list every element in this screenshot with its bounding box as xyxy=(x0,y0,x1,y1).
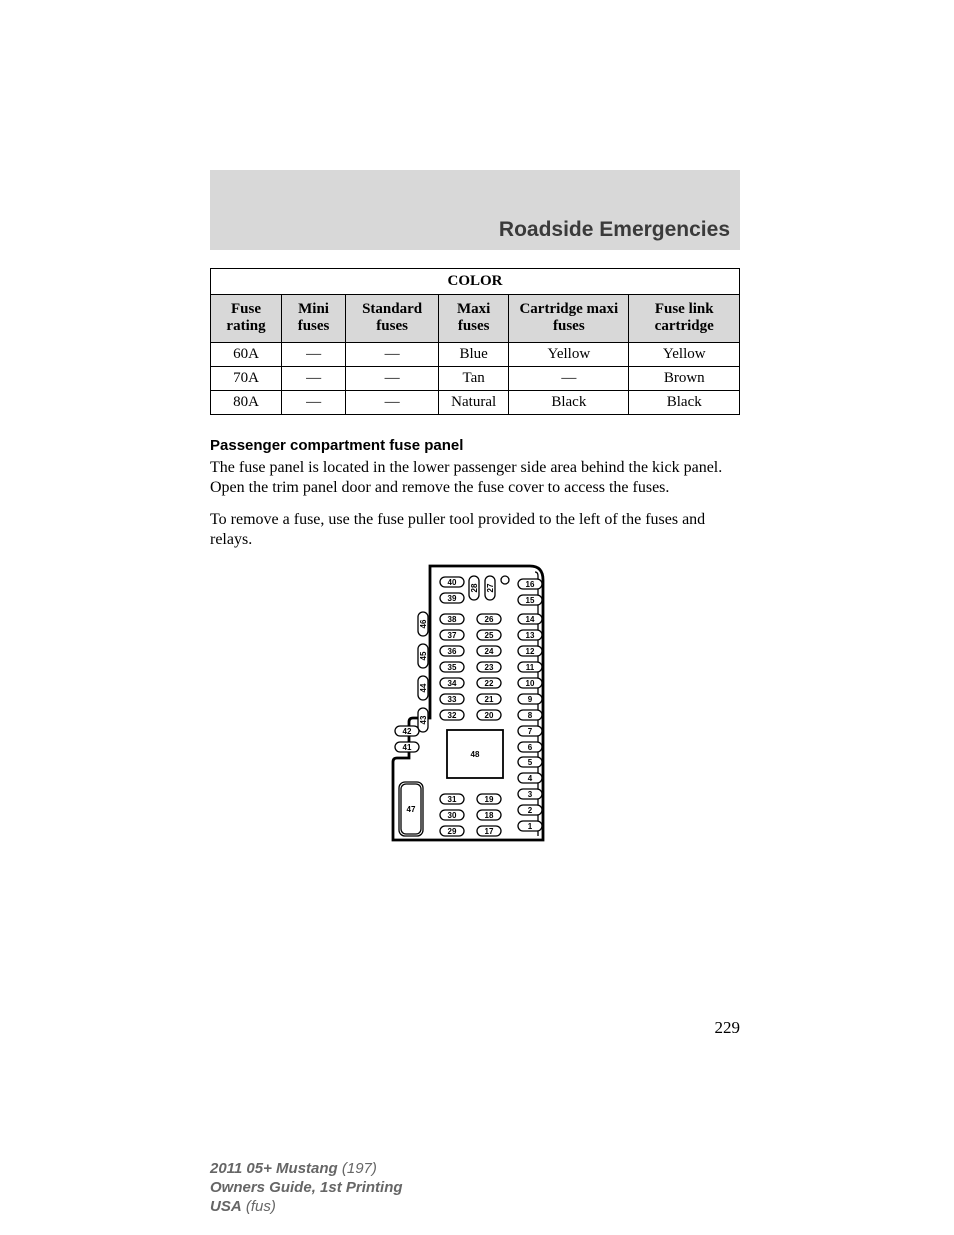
svg-text:1: 1 xyxy=(528,822,533,831)
svg-text:23: 23 xyxy=(485,663,494,672)
svg-text:12: 12 xyxy=(526,647,535,656)
section-header-banner: Roadside Emergencies xyxy=(210,170,740,250)
subsection-heading: Passenger compartment fuse panel xyxy=(210,437,740,454)
svg-text:21: 21 xyxy=(485,695,494,704)
svg-text:4: 4 xyxy=(528,774,533,783)
svg-text:32: 32 xyxy=(448,711,457,720)
svg-text:34: 34 xyxy=(448,679,457,688)
svg-text:15: 15 xyxy=(526,596,535,605)
svg-text:9: 9 xyxy=(528,695,533,704)
body-paragraph: The fuse panel is located in the lower p… xyxy=(210,458,740,498)
svg-text:46: 46 xyxy=(419,619,428,628)
svg-text:36: 36 xyxy=(448,647,457,656)
svg-text:24: 24 xyxy=(485,647,494,656)
svg-text:39: 39 xyxy=(448,594,457,603)
svg-text:40: 40 xyxy=(448,578,457,587)
svg-text:19: 19 xyxy=(485,795,494,804)
footer-line: USA (fus) xyxy=(210,1198,403,1217)
col-cartridge-maxi: Cartridge maxi fuses xyxy=(509,295,629,343)
svg-text:41: 41 xyxy=(403,743,412,752)
svg-text:27: 27 xyxy=(486,583,495,592)
svg-text:22: 22 xyxy=(485,679,494,688)
body-paragraph: To remove a fuse, use the fuse puller to… xyxy=(210,510,740,550)
table-title: COLOR xyxy=(211,269,740,295)
col-fuse-rating: Fuse rating xyxy=(211,295,282,343)
svg-text:28: 28 xyxy=(470,583,479,592)
svg-text:17: 17 xyxy=(485,827,494,836)
fuse-color-table: COLOR Fuse rating Mini fuses Standard fu… xyxy=(210,268,740,415)
svg-text:30: 30 xyxy=(448,811,457,820)
col-fuse-link: Fuse link cartridge xyxy=(629,295,740,343)
svg-text:11: 11 xyxy=(526,663,535,672)
svg-text:42: 42 xyxy=(403,727,412,736)
svg-text:2: 2 xyxy=(528,806,533,815)
svg-text:38: 38 xyxy=(448,615,457,624)
svg-text:18: 18 xyxy=(485,811,494,820)
svg-text:43: 43 xyxy=(419,715,428,724)
svg-text:13: 13 xyxy=(526,631,535,640)
svg-text:44: 44 xyxy=(419,683,428,692)
svg-text:48: 48 xyxy=(471,750,480,759)
col-maxi-fuses: Maxi fuses xyxy=(439,295,509,343)
fuse-panel-diagram: 1615141312111098765432126252423222120191… xyxy=(210,562,740,857)
svg-text:47: 47 xyxy=(407,805,416,814)
svg-text:8: 8 xyxy=(528,711,533,720)
table-row: 80A — — Natural Black Black xyxy=(211,390,740,414)
svg-text:14: 14 xyxy=(526,615,535,624)
table-row: 60A — — Blue Yellow Yellow xyxy=(211,342,740,366)
page-content: Roadside Emergencies COLOR Fuse rating M… xyxy=(210,170,740,857)
svg-text:26: 26 xyxy=(485,615,494,624)
section-title: Roadside Emergencies xyxy=(499,218,730,242)
col-standard-fuses: Standard fuses xyxy=(346,295,439,343)
svg-text:20: 20 xyxy=(485,711,494,720)
svg-text:3: 3 xyxy=(528,790,533,799)
svg-text:16: 16 xyxy=(526,580,535,589)
svg-text:25: 25 xyxy=(485,631,494,640)
svg-text:29: 29 xyxy=(448,827,457,836)
table-row: 70A — — Tan — Brown xyxy=(211,366,740,390)
svg-text:10: 10 xyxy=(526,679,535,688)
page-footer: 2011 05+ Mustang (197) Owners Guide, 1st… xyxy=(210,1160,403,1216)
table-header-row: Fuse rating Mini fuses Standard fuses Ma… xyxy=(211,295,740,343)
footer-line: Owners Guide, 1st Printing xyxy=(210,1179,403,1198)
svg-text:35: 35 xyxy=(448,663,457,672)
svg-text:37: 37 xyxy=(448,631,457,640)
svg-text:5: 5 xyxy=(528,758,533,767)
fuse-panel-svg: 1615141312111098765432126252423222120191… xyxy=(385,562,565,852)
page-number: 229 xyxy=(715,1018,741,1038)
svg-text:31: 31 xyxy=(448,795,457,804)
col-mini-fuses: Mini fuses xyxy=(282,295,346,343)
svg-text:45: 45 xyxy=(419,651,428,660)
svg-text:33: 33 xyxy=(448,695,457,704)
svg-text:6: 6 xyxy=(528,743,533,752)
svg-text:7: 7 xyxy=(528,727,533,736)
footer-line: 2011 05+ Mustang (197) xyxy=(210,1160,403,1179)
